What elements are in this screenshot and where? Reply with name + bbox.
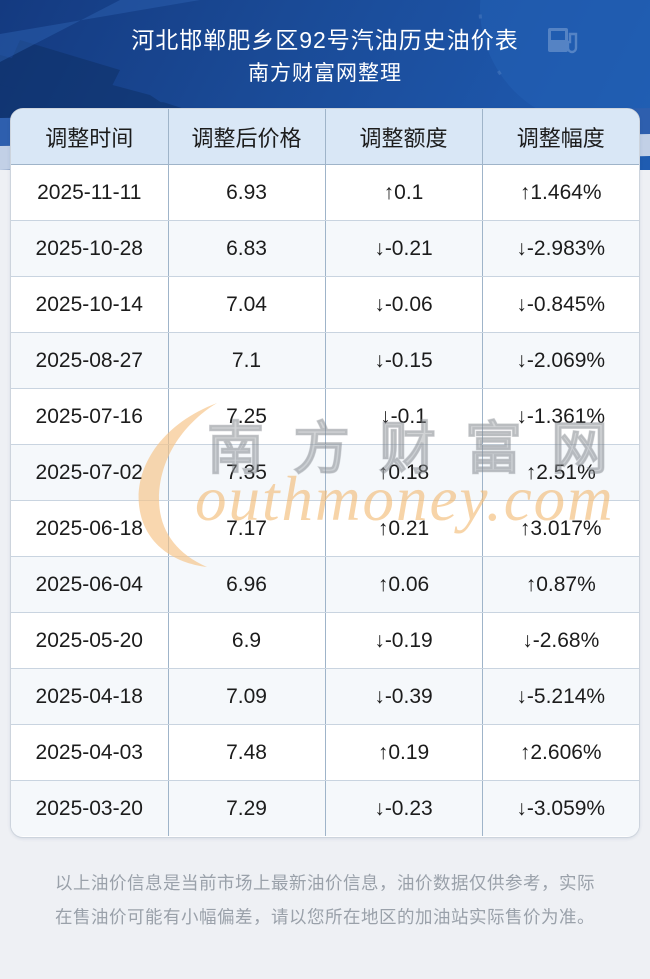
cell-change-amount: ↑0.1 — [325, 164, 483, 221]
cell-change-percent: ↓-5.214% — [482, 668, 639, 725]
page-subtitle: 南方财富网整理 — [248, 62, 402, 85]
cell-adjust-date: 2025-08-27 — [11, 332, 169, 389]
table-row: 2025-11-11 6.93 ↑0.1 ↑1.464% — [11, 164, 639, 221]
cell-change-amount: ↓-0.15 — [325, 332, 483, 389]
cell-change-amount: ↓-0.23 — [325, 780, 483, 836]
cell-adjust-date: 2025-07-02 — [11, 444, 169, 501]
table-row: 2025-10-28 6.83 ↓-0.21 ↓-2.983% — [11, 220, 639, 277]
cell-adjusted-price: 6.9 — [168, 612, 326, 669]
cell-adjust-date: 2025-10-28 — [11, 220, 169, 277]
cell-change-amount: ↓-0.19 — [325, 612, 483, 669]
cell-adjust-date: 2025-05-20 — [11, 612, 169, 669]
cell-change-percent: ↓-2.68% — [482, 612, 639, 669]
table-row: 2025-05-20 6.9 ↓-0.19 ↓-2.68% — [11, 612, 639, 669]
page-title: 河北邯郸肥乡区92号汽油历史油价表 — [131, 27, 519, 53]
table-row: 2025-07-16 7.25 ↓-0.1 ↓-1.361% — [11, 388, 639, 445]
cell-change-amount: ↓-0.1 — [325, 388, 483, 445]
cell-change-percent: ↑1.464% — [482, 164, 639, 221]
price-table: 调整时间 调整后价格 调整额度 调整幅度 2025-11-11 6.93 ↑0.1 ↑… — [11, 109, 639, 836]
cell-adjust-date: 2025-03-20 — [11, 780, 169, 836]
table-row: 2025-08-27 7.1 ↓-0.15 ↓-2.069% — [11, 332, 639, 389]
cell-change-percent: ↓-0.845% — [482, 276, 639, 333]
cell-adjusted-price: 6.93 — [168, 164, 326, 221]
cell-adjust-date: 2025-04-03 — [11, 724, 169, 781]
cell-change-amount: ↓-0.21 — [325, 220, 483, 277]
cell-adjust-date: 2025-04-18 — [11, 668, 169, 725]
cell-change-amount: ↓-0.39 — [325, 668, 483, 725]
cell-adjusted-price: 7.04 — [168, 276, 326, 333]
cell-change-percent: ↑2.606% — [482, 724, 639, 781]
cell-change-amount: ↑0.06 — [325, 556, 483, 613]
cell-adjusted-price: 7.48 — [168, 724, 326, 781]
table-row: 2025-07-02 7.35 ↑0.18 ↑2.51% — [11, 444, 639, 501]
column-header-adjusted-price: 调整后价格 — [168, 109, 326, 165]
table-header-row: 调整时间 调整后价格 调整额度 调整幅度 — [11, 109, 639, 165]
cell-change-percent: ↑2.51% — [482, 444, 639, 501]
column-header-change-amount: 调整额度 — [325, 109, 483, 165]
price-table-card: 调整时间 调整后价格 调整额度 调整幅度 2025-11-11 6.93 ↑0.1 ↑… — [10, 108, 640, 838]
cell-change-percent: ↓-1.361% — [482, 388, 639, 445]
cell-adjust-date: 2025-07-16 — [11, 388, 169, 445]
cell-change-percent: ↓-3.059% — [482, 780, 639, 836]
cell-adjust-date: 2025-06-18 — [11, 500, 169, 557]
cell-change-amount: ↓-0.06 — [325, 276, 483, 333]
cell-adjust-date: 2025-06-04 — [11, 556, 169, 613]
cell-adjust-date: 2025-10-14 — [11, 276, 169, 333]
cell-change-amount: ↑0.21 — [325, 500, 483, 557]
column-header-adjust-date: 调整时间 — [11, 109, 169, 165]
table-row: 2025-10-14 7.04 ↓-0.06 ↓-0.845% — [11, 276, 639, 333]
cell-adjusted-price: 6.96 — [168, 556, 326, 613]
table-row: 2025-06-04 6.96 ↑0.06 ↑0.87% — [11, 556, 639, 613]
cell-adjusted-price: 6.83 — [168, 220, 326, 277]
cell-change-percent: ↓-2.983% — [482, 220, 639, 277]
cell-adjusted-price: 7.1 — [168, 332, 326, 389]
cell-adjusted-price: 7.25 — [168, 388, 326, 445]
cell-adjust-date: 2025-11-11 — [11, 164, 169, 221]
cell-change-percent: ↑0.87% — [482, 556, 639, 613]
disclaimer-note: 以上油价信息是当前市场上最新油价信息，油价数据仅供参考，实际在售油价可能有小幅偏… — [55, 873, 595, 928]
table-row: 2025-06-18 7.17 ↑0.21 ↑3.017% — [11, 500, 639, 557]
cell-change-amount: ↑0.18 — [325, 444, 483, 501]
table-row: 2025-04-18 7.09 ↓-0.39 ↓-5.214% — [11, 668, 639, 725]
table-row: 2025-03-20 7.29 ↓-0.23 ↓-3.059% — [11, 780, 639, 836]
price-table-body: 2025-11-11 6.93 ↑0.1 ↑1.464% 2025-10-28 6.83 ↓… — [11, 164, 639, 836]
cell-change-amount: ↑0.19 — [325, 724, 483, 781]
table-row: 2025-04-03 7.48 ↑0.19 ↑2.606% — [11, 724, 639, 781]
cell-change-percent: ↓-2.069% — [482, 332, 639, 389]
cell-change-percent: ↑3.017% — [482, 500, 639, 557]
cell-adjusted-price: 7.29 — [168, 780, 326, 836]
column-header-change-percent: 调整幅度 — [482, 109, 639, 165]
cell-adjusted-price: 7.17 — [168, 500, 326, 557]
cell-adjusted-price: 7.09 — [168, 668, 326, 725]
cell-adjusted-price: 7.35 — [168, 444, 326, 501]
